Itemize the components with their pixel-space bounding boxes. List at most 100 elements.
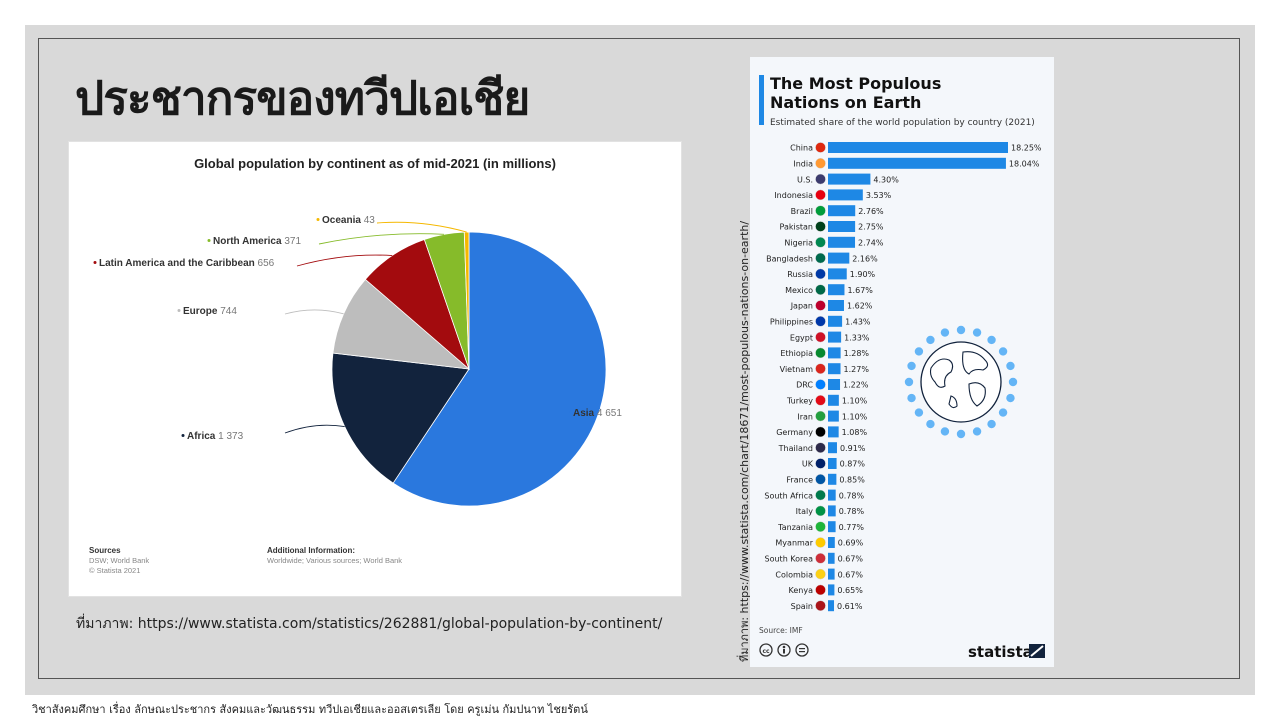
pie-leader-line-europe xyxy=(284,309,344,315)
flag-icon-colombia xyxy=(815,568,826,580)
bar-value-uk: 0.87% xyxy=(840,460,866,469)
bar-value-spain: 0.61% xyxy=(837,602,863,611)
bar-value-brazil: 2.76% xyxy=(858,207,884,216)
bar-label-u-s-: U.S. xyxy=(797,175,813,184)
attribution-icon xyxy=(777,643,791,657)
bar-label-india: India xyxy=(793,160,813,169)
bar-germany xyxy=(828,426,839,438)
bar-value-iran: 1.10% xyxy=(842,412,868,421)
pie-slice-oceania xyxy=(463,231,470,370)
bar-uk xyxy=(828,458,837,469)
flag-icon-kenya xyxy=(815,584,826,596)
bar-label-iran: Iran xyxy=(797,412,813,421)
bar-label-drc: DRC xyxy=(796,381,813,390)
bar-value-south-africa: 0.78% xyxy=(839,491,865,500)
bar-bangladesh xyxy=(828,252,850,264)
bar-philippines xyxy=(828,315,843,327)
pie-label-asia: Asia 4 651 xyxy=(573,408,622,419)
bar-label-thailand: Thailand xyxy=(778,444,813,453)
pie-slice-africa xyxy=(331,352,470,484)
flag-icon-iran xyxy=(815,410,826,422)
pie-label-bullet-north-america xyxy=(207,239,211,242)
statista-logo-icon xyxy=(1029,644,1045,658)
bar-value-china: 18.25% xyxy=(1011,144,1042,153)
slide-frame xyxy=(38,38,1240,679)
bar-label-uk: UK xyxy=(802,460,814,469)
pie-leader-line-asia xyxy=(566,406,601,414)
bar-label-russia: Russia xyxy=(787,270,813,279)
slide-title: ประชากรของทวีปเอเชีย xyxy=(75,71,530,125)
bar-value-egypt: 1.33% xyxy=(844,333,870,342)
bar-value-u-s-: 4.30% xyxy=(873,175,899,184)
flag-icon-bangladesh xyxy=(815,252,826,264)
bar-value-bangladesh: 2.16% xyxy=(852,254,878,263)
pie-chart-panel: Global population by continent as of mid… xyxy=(68,141,682,597)
flag-icon-spain xyxy=(815,600,826,611)
flag-icon-india xyxy=(815,158,826,169)
sources-heading: Sources xyxy=(89,546,121,555)
bar-colombia xyxy=(828,568,835,580)
bar-label-pakistan: Pakistan xyxy=(780,223,814,232)
bar-tanzania xyxy=(828,521,836,533)
pie-label-oceania: Oceania 43 xyxy=(322,215,375,226)
pie-label-bullet-africa xyxy=(181,434,185,437)
bar-kenya xyxy=(828,584,835,596)
no-derivatives-icon xyxy=(795,643,809,657)
pie-leader-line-oceania xyxy=(376,221,467,233)
flag-icon-turkey xyxy=(815,395,826,406)
pie-slice-europe xyxy=(332,278,471,370)
flag-icon-france xyxy=(815,474,826,485)
bar-turkey xyxy=(828,394,839,406)
bar-south-africa xyxy=(828,489,836,501)
bar-label-colombia: Colombia xyxy=(775,570,813,579)
bar-chart-title-line-2: Nations on Earth xyxy=(770,93,921,112)
bar-label-italy: Italy xyxy=(796,507,814,516)
bar-south-korea xyxy=(828,552,835,564)
bar-china xyxy=(828,142,1008,153)
bar-value-south-korea: 0.67% xyxy=(838,555,864,564)
bar-value-drc: 1.22% xyxy=(843,381,869,390)
flag-icon-russia xyxy=(815,268,826,280)
bar-value-indonesia: 3.53% xyxy=(866,191,892,200)
bar-label-ethiopia: Ethiopia xyxy=(780,349,813,358)
bar-label-philippines: Philippines xyxy=(770,318,813,327)
bar-label-turkey: Turkey xyxy=(786,397,813,406)
pie-label-europe: Europe 744 xyxy=(183,306,237,317)
bar-value-turkey: 1.10% xyxy=(842,397,868,406)
flag-icon-thailand xyxy=(815,442,826,453)
bar-label-myanmar: Myanmar xyxy=(775,539,813,548)
bar-thailand xyxy=(828,442,837,454)
bar-label-vietnam: Vietnam xyxy=(780,365,814,374)
bar-label-nigeria: Nigeria xyxy=(784,239,813,248)
bar-value-thailand: 0.91% xyxy=(840,444,866,453)
bar-chart-panel: The Most Populous Nations on Earth Estim… xyxy=(750,57,1054,667)
bar-value-russia: 1.90% xyxy=(850,270,876,279)
bar-value-nigeria: 2.74% xyxy=(858,239,884,248)
pie-label-north-america: North America 371 xyxy=(213,236,301,247)
statista-brand: statista xyxy=(968,643,1033,661)
title-accent-bar xyxy=(759,75,764,125)
bar-egypt xyxy=(828,331,842,343)
bar-india xyxy=(828,157,1006,169)
bar-value-india: 18.04% xyxy=(1009,160,1040,169)
creative-commons-icon: cc xyxy=(759,643,773,657)
flag-icon-nigeria xyxy=(815,237,826,248)
bar-nigeria xyxy=(828,236,856,248)
bar-value-japan: 1.62% xyxy=(847,302,873,311)
flag-icon-pakistan xyxy=(815,221,826,232)
additional-info-heading: Additional Information: xyxy=(267,546,355,555)
flag-icon-vietnam xyxy=(815,363,826,374)
bar-label-mexico: Mexico xyxy=(785,286,813,295)
flag-icon-philippines xyxy=(815,316,826,327)
bar-label-kenya: Kenya xyxy=(789,586,814,595)
bar-chart: The Most Populous Nations on Earth Estim… xyxy=(759,74,1045,661)
flag-icon-china xyxy=(815,142,826,153)
bar-value-france: 0.85% xyxy=(839,476,865,485)
sources-line-1: DSW; World Bank xyxy=(89,556,149,565)
bar-label-brazil: Brazil xyxy=(791,207,813,216)
bar-russia xyxy=(828,268,847,280)
pie-leader-line-north-america xyxy=(318,233,445,245)
pie-label-bullet-asia xyxy=(566,411,570,414)
flag-icon-japan xyxy=(815,300,826,311)
bar-label-bangladesh: Bangladesh xyxy=(766,254,813,263)
